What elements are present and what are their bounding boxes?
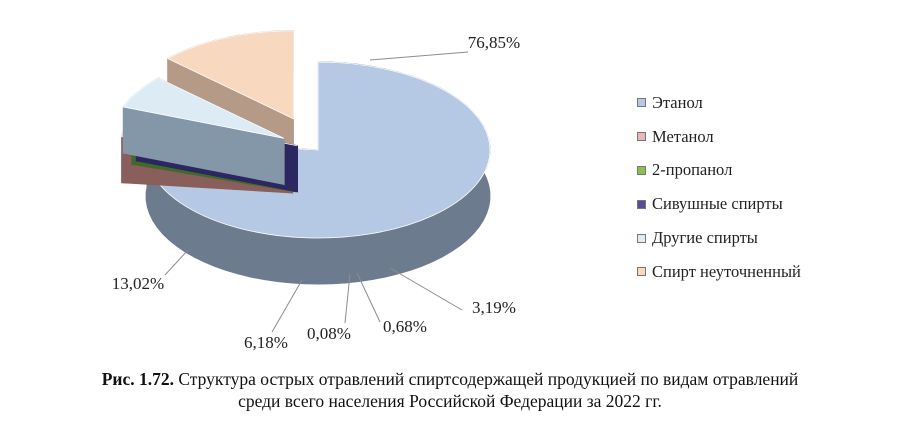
legend-swatch [637, 233, 646, 243]
data-label-этанол: 76,85% [468, 33, 520, 52]
leader-line-спирт-неуточненный [164, 249, 189, 276]
legend-label: Другие спирты [652, 228, 758, 248]
data-label-спирт-неуточненный: 13,02% [112, 274, 164, 293]
legend-item-другие-спирты: Другие спирты [637, 221, 897, 255]
legend-label: Метанол [652, 126, 714, 146]
caption-line-2: среди всего населения Российской Федерац… [238, 391, 662, 411]
legend-swatch [637, 267, 646, 277]
data-label-2-пропанол: 0,68% [383, 317, 427, 336]
legend-label: Сивушные спирты [652, 194, 783, 214]
leader-line-другие-спирты [271, 279, 303, 333]
legend-item-сивушные-спирты: Сивушные спирты [637, 187, 897, 221]
legend-label: 2-пропанол [652, 160, 733, 180]
leader-line-метанол [389, 267, 463, 311]
data-label-метанол: 3,19% [472, 298, 516, 317]
data-label-сивушные-спирты: 0,08% [307, 324, 351, 343]
figure-caption: Рис. 1.72. Структура острых отравлений с… [0, 368, 900, 412]
legend-item-2-пропанол: 2-пропанол [637, 154, 897, 188]
legend-item-этанол: Этанол [637, 86, 897, 120]
data-label-другие-спирты: 6,18% [244, 333, 288, 352]
pie-chart: 76,85% 3,19% 0,68% 0,08% 6,18% 13,02% [112, 30, 520, 352]
legend-label: Этанол [652, 92, 703, 112]
legend-label: Спирт неуточненный [652, 261, 801, 281]
legend-swatch [637, 98, 646, 108]
leader-line-сивушные-спирты [344, 273, 351, 324]
caption-label: Рис. 1.72. [101, 369, 174, 389]
legend-swatch [637, 165, 646, 175]
caption-text-1: Структура острых отравлений спиртсодержа… [178, 369, 799, 389]
legend-item-спирт-неуточненный: Спирт неуточненный [637, 255, 897, 289]
caption-line-1: Рис. 1.72. Структура острых отравлений с… [0, 368, 900, 390]
legend-swatch [637, 199, 646, 209]
legend-item-метанол: Метанол [637, 120, 897, 154]
pie-slice-другие-спирты [122, 77, 285, 186]
legend-swatch [637, 132, 646, 142]
leader-line-2-пропанол [356, 272, 381, 323]
leader-line-этанол [369, 51, 469, 61]
legend: Этанол Метанол 2-пропанол Сивушные спирты Др… [637, 86, 897, 289]
